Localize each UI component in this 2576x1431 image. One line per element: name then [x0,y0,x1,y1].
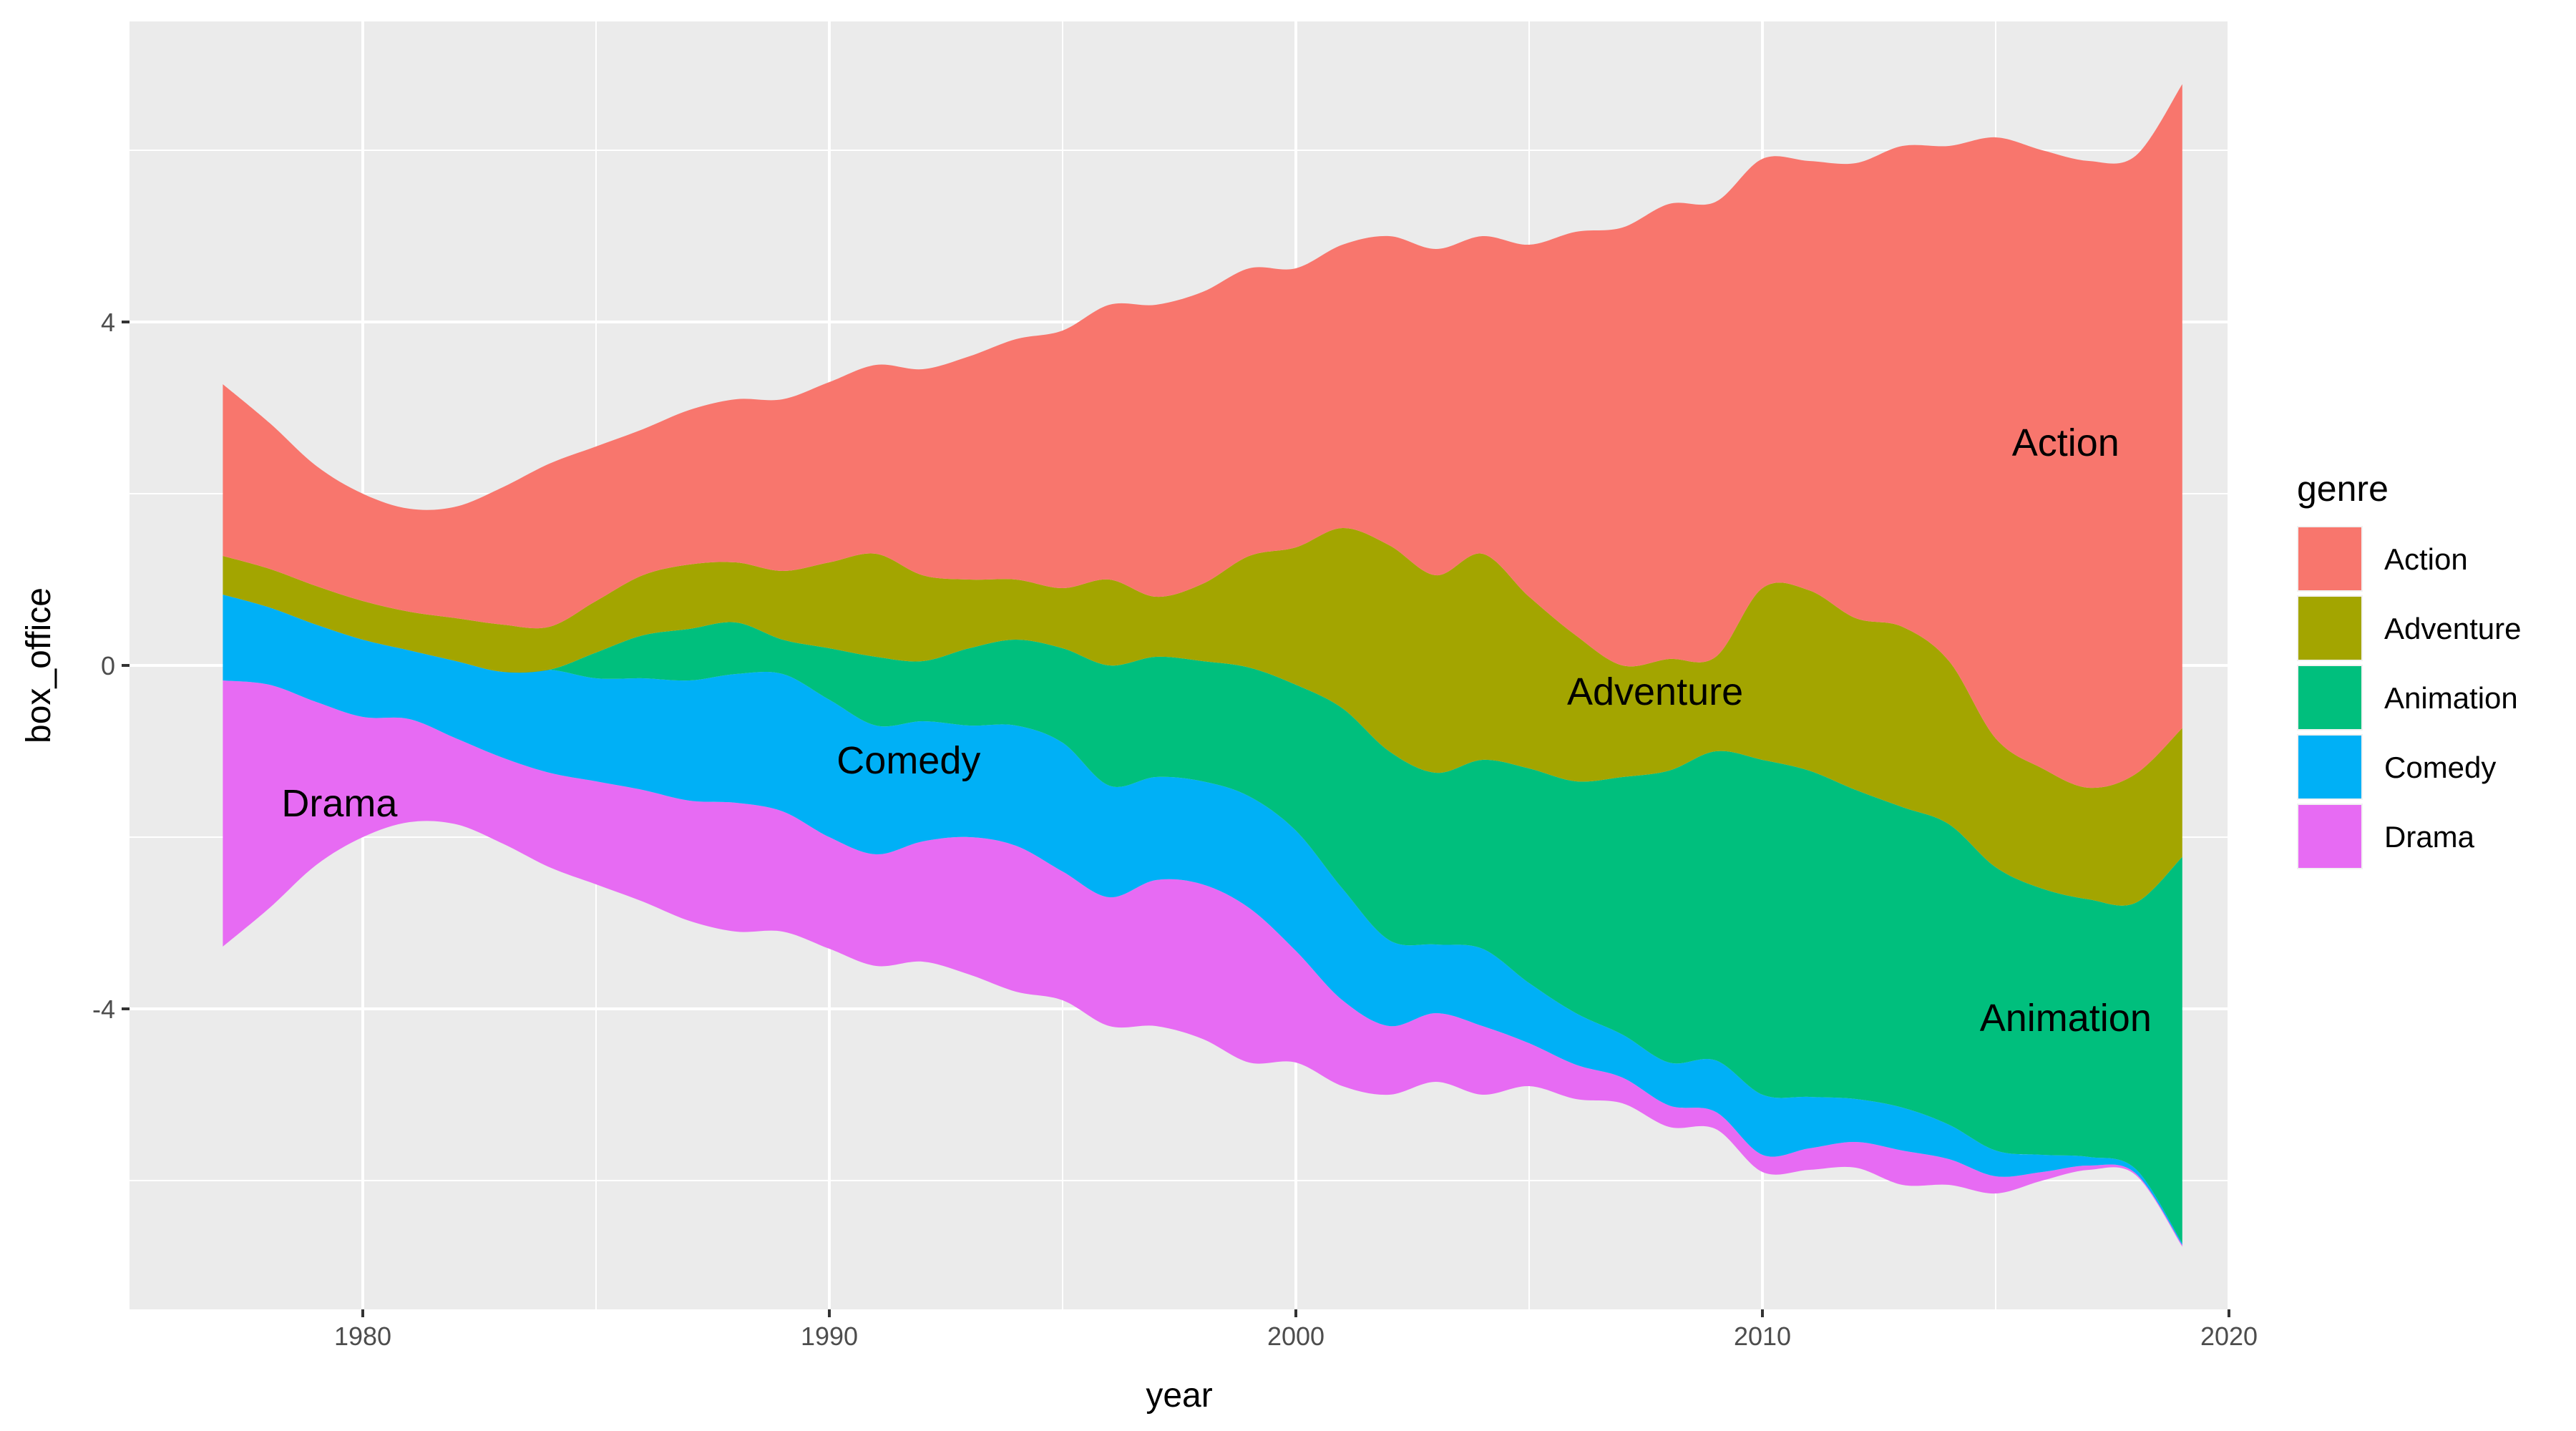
legend-label-drama: Drama [2384,820,2475,854]
x-tick-label: 2010 [1734,1322,1791,1351]
x-tick-label: 1990 [801,1322,858,1351]
legend: genre Action Adventure Animation Comedy Dram… [2297,469,2521,869]
stream-label-action: Action [2012,421,2119,464]
stream-layers [223,84,2182,1247]
x-axis-title: year [1146,1377,1212,1415]
legend-key-comedy [2298,736,2361,798]
y-axis: -4 0 4 [92,308,130,1024]
stream-animation [223,595,2182,1244]
y-tick-label: 4 [101,308,115,337]
stream-action [223,84,2182,788]
legend-label-action: Action [2384,542,2468,576]
legend-key-adventure [2298,597,2361,660]
y-tick-label: -4 [92,995,115,1024]
y-tick-label: 0 [101,651,115,680]
stream-label-animation: Animation [1980,997,2152,1040]
x-tick-label: 2020 [2200,1322,2258,1351]
stream-label-drama: Drama [281,782,398,825]
legend-key-animation [2298,666,2361,729]
stream-adventure [223,527,2182,906]
stream-drama [223,680,2182,1247]
y-axis-title: box_office [20,587,58,743]
legend-label-adventure: Adventure [2384,612,2521,645]
x-axis: 1980 1990 2000 2010 2020 [334,1309,2258,1351]
stream-comedy [223,595,2182,1245]
legend-label-comedy: Comedy [2384,751,2496,784]
stream-label-adventure: Adventure [1567,670,1743,713]
legend-title: genre [2297,469,2389,509]
x-tick-label: 2000 [1267,1322,1324,1351]
stream-annotations: Drama Comedy Adventure Action Animation [281,421,2151,1040]
legend-key-action [2298,527,2361,590]
legend-key-drama [2298,805,2361,868]
legend-label-animation: Animation [2384,681,2518,715]
stream-label-comedy: Comedy [836,739,980,782]
x-tick-label: 1980 [334,1322,391,1351]
